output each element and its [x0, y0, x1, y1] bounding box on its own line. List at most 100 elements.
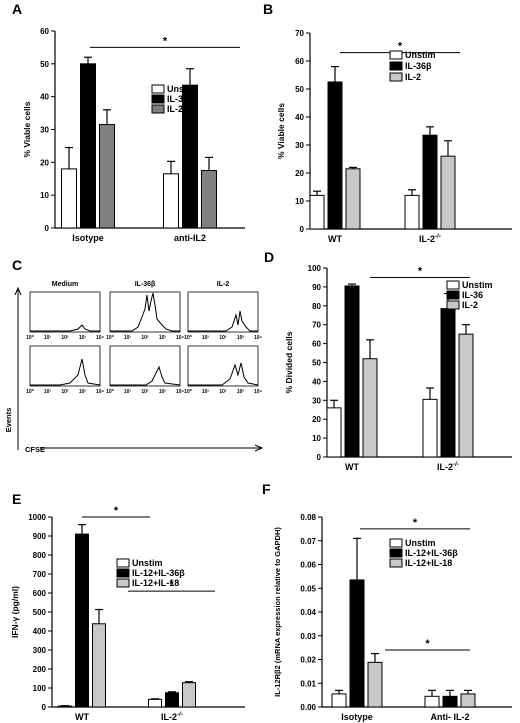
- x-tick-label: 10⁴: [176, 335, 185, 341]
- histogram-trace: [30, 358, 101, 386]
- bar-il-2-il-2-: [440, 155, 456, 230]
- bar-il-36--isotype: [80, 63, 96, 229]
- y-tick-label: 0: [42, 703, 47, 712]
- y-tick-label: 800: [33, 551, 47, 560]
- y-tick-label: 100: [308, 264, 322, 273]
- x-tick-label: 10³: [159, 335, 167, 341]
- x-tick-label: 10⁰: [106, 335, 114, 341]
- x-tick-label: Isotype: [72, 233, 104, 243]
- panel-label-b: B: [263, 1, 273, 17]
- y-tick-label: 30: [40, 126, 49, 135]
- histogram-trace: [110, 365, 181, 386]
- histogram-frame: [29, 345, 101, 387]
- y-tick-label: 600: [33, 589, 47, 598]
- y-tick-label: 0.04: [300, 608, 316, 617]
- histogram-trace: [188, 362, 259, 386]
- x-tick-label: 10²: [219, 335, 227, 341]
- bar-il-2-il-2-: [458, 333, 474, 458]
- x-tick-label: 10³: [79, 389, 87, 395]
- bar-il-2-anti-il2: [201, 170, 217, 229]
- significance-star: *: [169, 579, 174, 591]
- y-tick-label: 100: [33, 684, 47, 693]
- panel-label-d: D: [264, 249, 274, 265]
- legend-label: Unstim: [167, 84, 198, 94]
- y-tick-label: 10: [295, 197, 304, 206]
- x-tick-label: 10⁰: [184, 389, 192, 395]
- x-tick-label: WT: [75, 712, 89, 722]
- bar-unstim-isotype: [61, 168, 77, 229]
- legend-swatch: [151, 104, 165, 114]
- legend-swatch: [446, 290, 460, 300]
- bar-il-36--wt: [327, 81, 343, 230]
- y-axis-title: % Divided cells: [284, 331, 294, 393]
- x-tick-label: 10²: [141, 335, 149, 341]
- x-tick-label: 10⁴: [96, 389, 105, 395]
- bar-unstim-il-2-: [404, 194, 420, 230]
- bar-il-2-isotype: [99, 124, 115, 229]
- panel-label-f: F: [262, 481, 271, 497]
- y-tick-label: 70: [312, 321, 321, 330]
- y-axis-title: % Viable cells: [276, 103, 286, 159]
- y-tick-label: 0.02: [300, 656, 316, 665]
- y-tick-label: 30: [295, 141, 304, 150]
- legend-swatch: [389, 72, 403, 82]
- y-tick-label: 20: [312, 415, 321, 424]
- x-axis-title: CFSE: [25, 445, 45, 454]
- bar-il-12-il-18-il-2-: [182, 682, 196, 708]
- legend-label: Unstim: [405, 50, 436, 60]
- y-tick-label: 0: [317, 453, 322, 462]
- y-tick-label: 0.05: [300, 584, 316, 593]
- panel-d-chart: 0 10 20 30 40 50 60 70 80 90 100 % Divided cells WT I…: [284, 264, 512, 472]
- y-tick-label: 0: [300, 225, 305, 234]
- bar-unstim-isotype: [331, 693, 347, 708]
- x-tick-label: Anti- IL-2: [431, 712, 470, 722]
- legend-swatch: [446, 300, 460, 310]
- x-tick-label: WT: [345, 462, 359, 472]
- x-tick-label: IL-2-/-: [419, 233, 441, 244]
- histogram-frame: [187, 291, 259, 333]
- legend-swatch: [446, 280, 460, 290]
- x-tick-label: 10³: [159, 389, 167, 395]
- x-tick-label: 10⁴: [254, 335, 263, 341]
- y-tick-label: 40: [295, 113, 304, 122]
- legend-label: IL-2: [405, 72, 421, 82]
- bar-il-36-wt: [344, 285, 360, 458]
- x-tick-label: IL-2-/-: [161, 711, 183, 722]
- bar-il-12-il-36--il-2-: [165, 692, 179, 708]
- y-tick-label: 700: [33, 570, 47, 579]
- y-axis-title: Events: [4, 408, 13, 433]
- x-tick-label: 10¹: [202, 389, 210, 395]
- y-tick-label: 0.01: [300, 679, 316, 688]
- x-tick-label: anti-IL2: [174, 233, 206, 243]
- significance-star: *: [114, 505, 119, 517]
- significance-star: *: [163, 35, 168, 47]
- panel-c-histograms: MediumIL-36βIL-2WTIL-2-/-10⁰10¹10²10³10⁴…: [4, 281, 264, 454]
- x-tick-label: 10⁰: [26, 389, 34, 395]
- column-header: IL-36β: [135, 281, 156, 288]
- panel-f-chart: 0.00 0.01 0.02 0.03 0.04 0.05 0.06 0.07 0.08 IL-1…: [273, 513, 512, 722]
- bar-unstim-il-2-: [148, 698, 162, 708]
- bar-il-12-il-18-anti-il-2: [460, 693, 476, 708]
- y-tick-label: 1000: [28, 513, 46, 522]
- y-tick-label: 10: [40, 191, 49, 200]
- legend-label: IL-12+IL-36β: [405, 548, 458, 558]
- panel-label-e: E: [12, 491, 21, 507]
- y-tick-label: 40: [40, 93, 49, 102]
- y-tick-label: 50: [295, 85, 304, 94]
- legend-swatch: [389, 538, 403, 548]
- y-tick-label: 0.03: [300, 632, 316, 641]
- y-tick-label: 20: [295, 169, 304, 178]
- histogram-trace: [30, 324, 100, 332]
- y-tick-label: 70: [295, 29, 304, 38]
- x-tick-label: 10²: [141, 389, 149, 395]
- y-tick-label: 0.00: [300, 703, 316, 712]
- bar-il-2-wt: [362, 358, 378, 458]
- legend-swatch: [151, 84, 165, 94]
- panel-label-a: A: [12, 1, 22, 17]
- x-tick-label: 10¹: [124, 389, 132, 395]
- y-tick-label: 20: [40, 158, 49, 167]
- bar-il-2-wt: [345, 168, 361, 230]
- x-tick-label: 10¹: [44, 389, 52, 395]
- column-header: Medium: [52, 281, 78, 288]
- legend-label: IL-36β: [167, 94, 194, 104]
